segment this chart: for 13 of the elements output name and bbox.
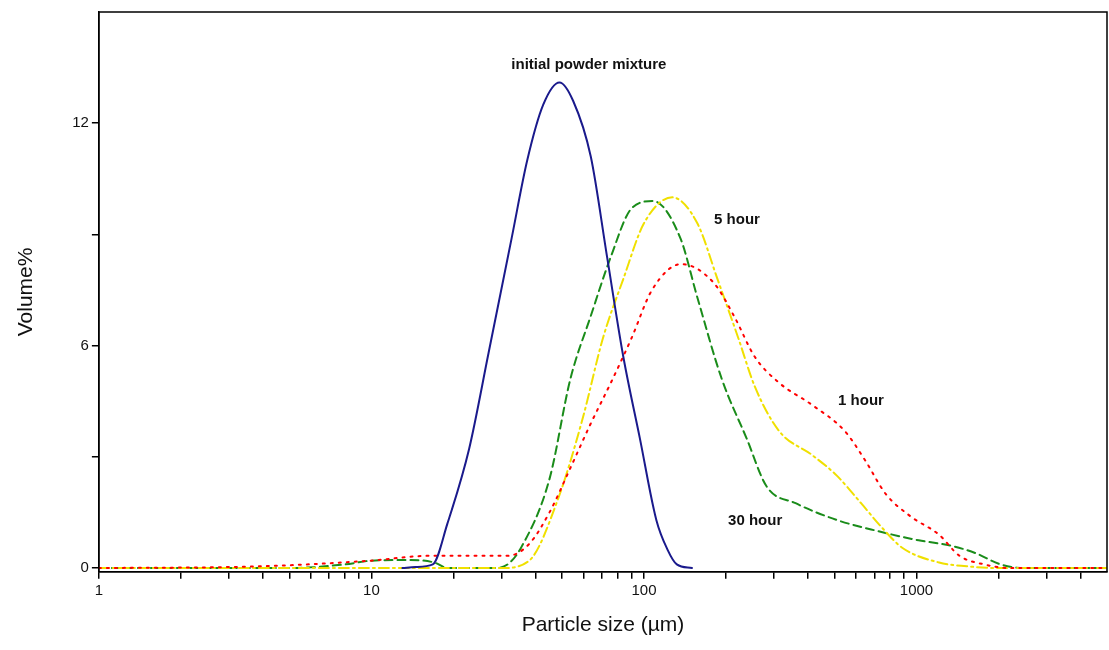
- y-tick-label: 12: [72, 113, 89, 131]
- x-tick-label: 10: [363, 580, 380, 598]
- annotation: 1 hour: [838, 391, 885, 409]
- x-tick-label: 100: [631, 580, 657, 598]
- y-tick-label: 6: [80, 335, 89, 353]
- x-tick-label: 1000: [899, 580, 934, 598]
- annotation: 30 hour: [728, 511, 783, 528]
- annotation: initial powder mixture: [511, 55, 667, 73]
- annotation: 5 hour: [714, 209, 761, 227]
- y-tick-label: 0: [80, 558, 89, 576]
- x-tick-label: 1: [94, 580, 104, 598]
- y-axis-title: Volume%: [13, 247, 37, 337]
- x-axis-title: Particle size (µm): [521, 612, 685, 636]
